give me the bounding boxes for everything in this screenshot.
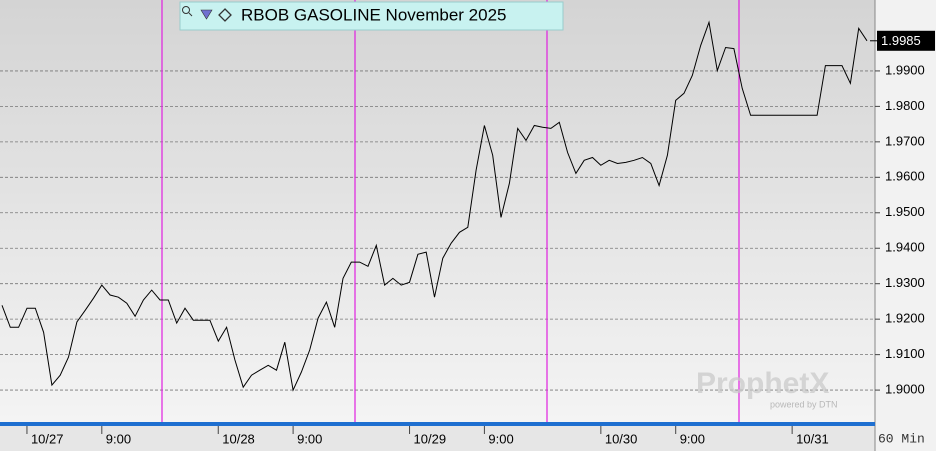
y-tick-label: 1.9600 <box>885 169 925 184</box>
y-tick-label: 1.9800 <box>885 98 925 113</box>
y-tick-label: 1.9500 <box>885 204 925 219</box>
y-tick-label: 1.9300 <box>885 275 925 290</box>
y-tick-label: 1.9200 <box>885 311 925 326</box>
menu-icon[interactable] <box>200 9 213 20</box>
grid <box>0 70 875 391</box>
last-price-box <box>877 30 935 51</box>
zoom-icon-handle <box>188 12 193 17</box>
y-tick-label: 1.9400 <box>885 240 925 255</box>
y-tick-label: 1.9700 <box>885 133 925 148</box>
x-axis-bar <box>0 422 875 426</box>
title-icons <box>182 6 232 22</box>
last-price: 1.9985 <box>870 30 935 51</box>
x-axis-area <box>0 424 875 451</box>
x-tick-label: 9:00 <box>106 431 131 446</box>
y-tick-label: 1.9900 <box>885 62 925 77</box>
x-tick-label: 9:00 <box>488 431 513 446</box>
last-price-label: 1.9985 <box>881 33 921 48</box>
zoom-icon[interactable] <box>182 6 190 14</box>
watermark: ProphetX <box>696 367 829 400</box>
y-tick-label: 1.9100 <box>885 346 925 361</box>
watermark-sub: powered by DTN <box>770 399 838 409</box>
x-tick-label: 10/27 <box>31 431 64 446</box>
title-box <box>179 1 564 31</box>
x-tick-label: 10/30 <box>605 431 638 446</box>
x-tick-label: 10/31 <box>796 431 829 446</box>
x-tick-label: 9:00 <box>297 431 322 446</box>
y-axis-area <box>875 0 936 451</box>
interval-label: 60 Min <box>878 431 925 446</box>
chart-title: RBOB GASOLINE November 2025 <box>241 5 507 24</box>
x-tick-label: 10/29 <box>414 431 447 446</box>
diamond-icon[interactable] <box>218 8 232 22</box>
x-tick-label: 10/28 <box>222 431 255 446</box>
plot-area <box>0 0 875 424</box>
x-tick-label: 9:00 <box>680 431 705 446</box>
y-tick-label: 1.9000 <box>885 382 925 397</box>
price-line <box>1 20 868 392</box>
